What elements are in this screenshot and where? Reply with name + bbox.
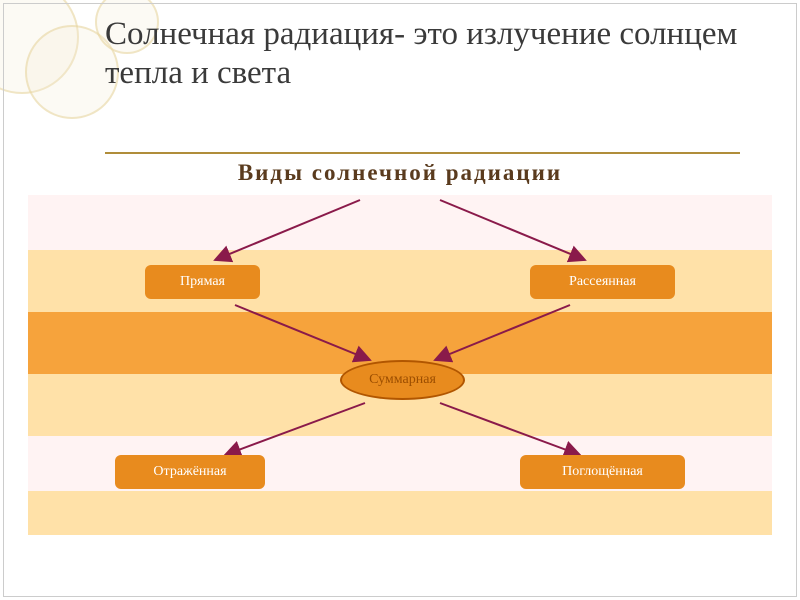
arrow <box>435 305 570 360</box>
slide-title: Солнечная радиация- это излучение солнце… <box>105 15 760 93</box>
node-total: Суммарная <box>340 360 465 400</box>
node-direct: Прямая <box>145 265 260 299</box>
arrow <box>440 200 585 260</box>
arrow <box>225 403 365 455</box>
diagram: Виды солнечной радиации Прямая Рассеянна… <box>30 155 770 550</box>
title-underline <box>105 152 740 154</box>
arrows-layer <box>30 155 770 550</box>
arrow <box>440 403 580 455</box>
node-reflected: Отражённая <box>115 455 265 489</box>
slide: Солнечная радиация- это излучение солнце… <box>0 0 800 600</box>
arrow <box>235 305 370 360</box>
node-scattered: Рассеянная <box>530 265 675 299</box>
arrow <box>215 200 360 260</box>
node-absorbed: Поглощённая <box>520 455 685 489</box>
